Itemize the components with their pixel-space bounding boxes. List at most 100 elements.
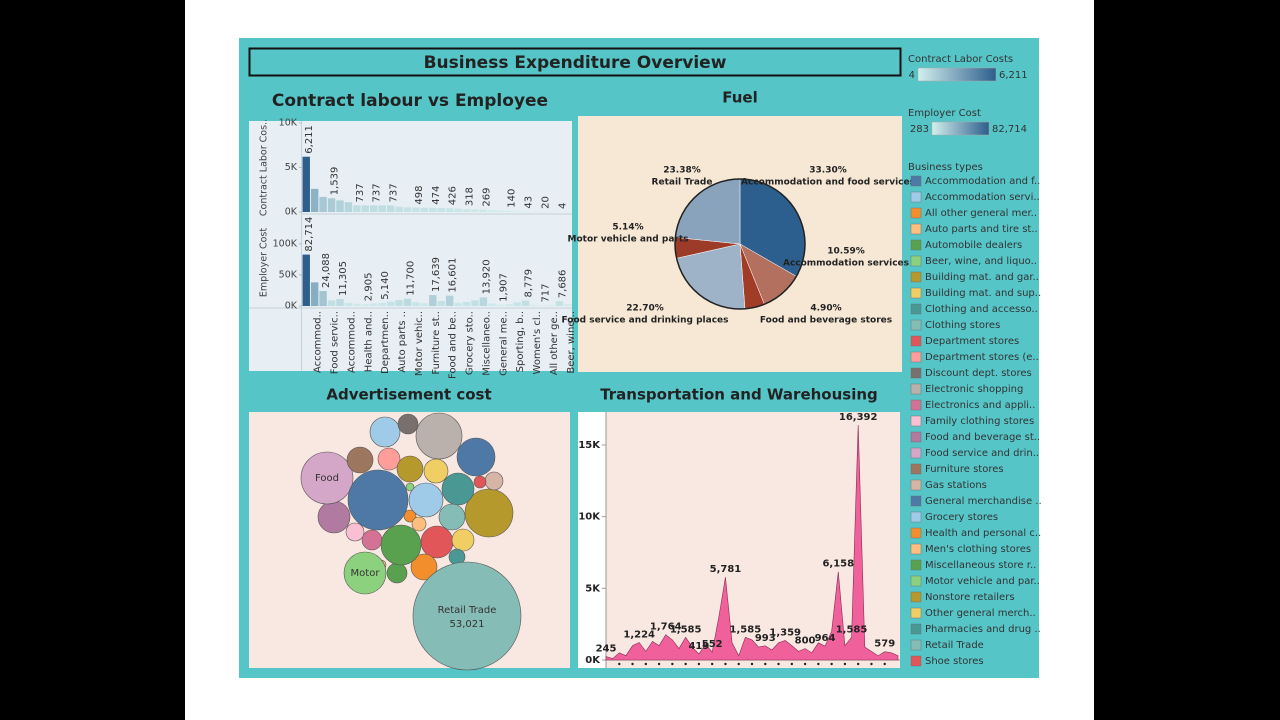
bar	[488, 210, 496, 212]
legend-swatch	[910, 367, 922, 379]
legend-item: General merchandise ..	[925, 496, 1042, 507]
value-label: 800	[795, 636, 816, 647]
legend-item: Building mat. and gar..	[925, 272, 1039, 283]
value-label: 1,585	[670, 624, 702, 635]
legend-item: Clothing stores	[925, 320, 1000, 331]
legend-item: Accommodation and f..	[925, 176, 1040, 187]
y-tick-label: 50K	[279, 269, 298, 280]
value-label: 82,714	[304, 217, 315, 252]
legend-title: Employer Cost	[908, 108, 981, 119]
chart-title: Advertisement cost	[326, 386, 491, 404]
bubble	[345, 522, 365, 542]
slice-value: 23.38%	[663, 166, 701, 176]
bubble	[484, 471, 504, 491]
value-label: 269	[481, 188, 492, 207]
value-label: 1,585	[730, 624, 762, 635]
value-label: 11,305	[338, 261, 349, 296]
bar	[353, 303, 361, 306]
x-tick-label: Food and be..	[448, 311, 459, 379]
slice-name: Retail Trade	[652, 178, 713, 188]
bar	[429, 295, 437, 306]
x-tick-dot	[657, 662, 661, 666]
bar	[454, 208, 462, 212]
legend-swatch	[910, 623, 922, 635]
legend-swatch	[910, 655, 922, 667]
legend-title: Business types	[908, 162, 983, 173]
chart-title: Contract labour vs Employee	[272, 91, 548, 111]
legend-swatch	[910, 527, 922, 539]
legend-swatch	[910, 175, 922, 187]
bubble	[397, 413, 419, 435]
x-tick-dot	[843, 662, 847, 666]
value-label: 6,158	[822, 559, 854, 570]
bubble	[347, 469, 409, 531]
legend-item: Nonstore retailers	[925, 592, 1015, 603]
bar	[530, 304, 538, 306]
bar	[302, 254, 310, 306]
bubble	[451, 528, 475, 552]
legend-item: Miscellaneous store r..	[925, 560, 1036, 571]
bar	[361, 304, 369, 306]
y-axis-label: Employer Cost	[259, 228, 270, 298]
x-tick-label: Departmen..	[380, 311, 391, 374]
x-tick-dot	[870, 662, 873, 666]
x-tick-dot	[883, 662, 886, 666]
legend-item: Building mat. and sup..	[925, 288, 1041, 299]
x-tick-dot	[737, 662, 740, 666]
bubble	[300, 451, 354, 505]
bar	[445, 295, 454, 306]
legend-item: Electronic shopping	[925, 384, 1023, 395]
bubble	[411, 516, 427, 532]
bar	[496, 304, 504, 306]
slice-value: 33.30%	[809, 166, 847, 176]
bar	[403, 298, 412, 306]
legend-swatch	[910, 239, 922, 251]
legend-item: Clothing and accesso..	[925, 304, 1038, 315]
bubble	[369, 416, 401, 448]
bubble	[415, 412, 463, 460]
slice-value: 10.59%	[827, 247, 865, 257]
bubble	[403, 509, 417, 523]
value-label: 474	[431, 186, 442, 205]
legend-item: Motor vehicle and par..	[925, 576, 1040, 587]
value-label: 20	[540, 196, 551, 209]
x-tick-dot	[631, 662, 634, 666]
legend-swatch	[910, 399, 922, 411]
bubble	[386, 562, 408, 584]
value-label: 1,359	[769, 628, 801, 639]
legend-swatch	[910, 383, 922, 395]
legend-swatch	[910, 335, 922, 347]
bubble	[441, 472, 475, 506]
y-tick-label: 10K	[578, 512, 601, 523]
bar	[488, 303, 496, 306]
value-label: 737	[389, 183, 400, 202]
bar	[302, 156, 310, 212]
slice-value: 4.90%	[810, 304, 841, 314]
value-label: 5,140	[380, 271, 391, 300]
legend-swatch	[910, 511, 922, 523]
value-label: 24,088	[321, 253, 332, 288]
bar	[327, 300, 336, 306]
legend-item: Gas stations	[925, 480, 987, 491]
bubble-label: Motor	[351, 568, 381, 579]
value-label: 737	[372, 183, 383, 202]
legend-swatch	[910, 639, 922, 651]
legend-swatch	[910, 543, 922, 555]
bar	[462, 301, 471, 306]
x-tick-label: Accommod..	[313, 311, 324, 373]
bubble	[380, 524, 422, 566]
x-tick-dot	[644, 662, 648, 666]
legend-swatch	[910, 207, 922, 219]
legend-item: Auto parts and tire st..	[925, 224, 1038, 235]
x-tick-label: Women's cl..	[532, 311, 543, 374]
value-label: 579	[874, 639, 895, 650]
legend-swatch	[910, 223, 922, 235]
y-tick-label: 0K	[285, 301, 298, 312]
legend-item: Men's clothing stores	[925, 544, 1031, 555]
area-panel	[578, 412, 900, 668]
legend-item: Food service and drin..	[925, 448, 1039, 459]
x-tick-dot	[684, 662, 687, 666]
bar	[437, 207, 445, 212]
x-tick-label: Health and..	[363, 311, 374, 372]
dashboard-title: Business Expenditure Overview	[424, 53, 727, 73]
